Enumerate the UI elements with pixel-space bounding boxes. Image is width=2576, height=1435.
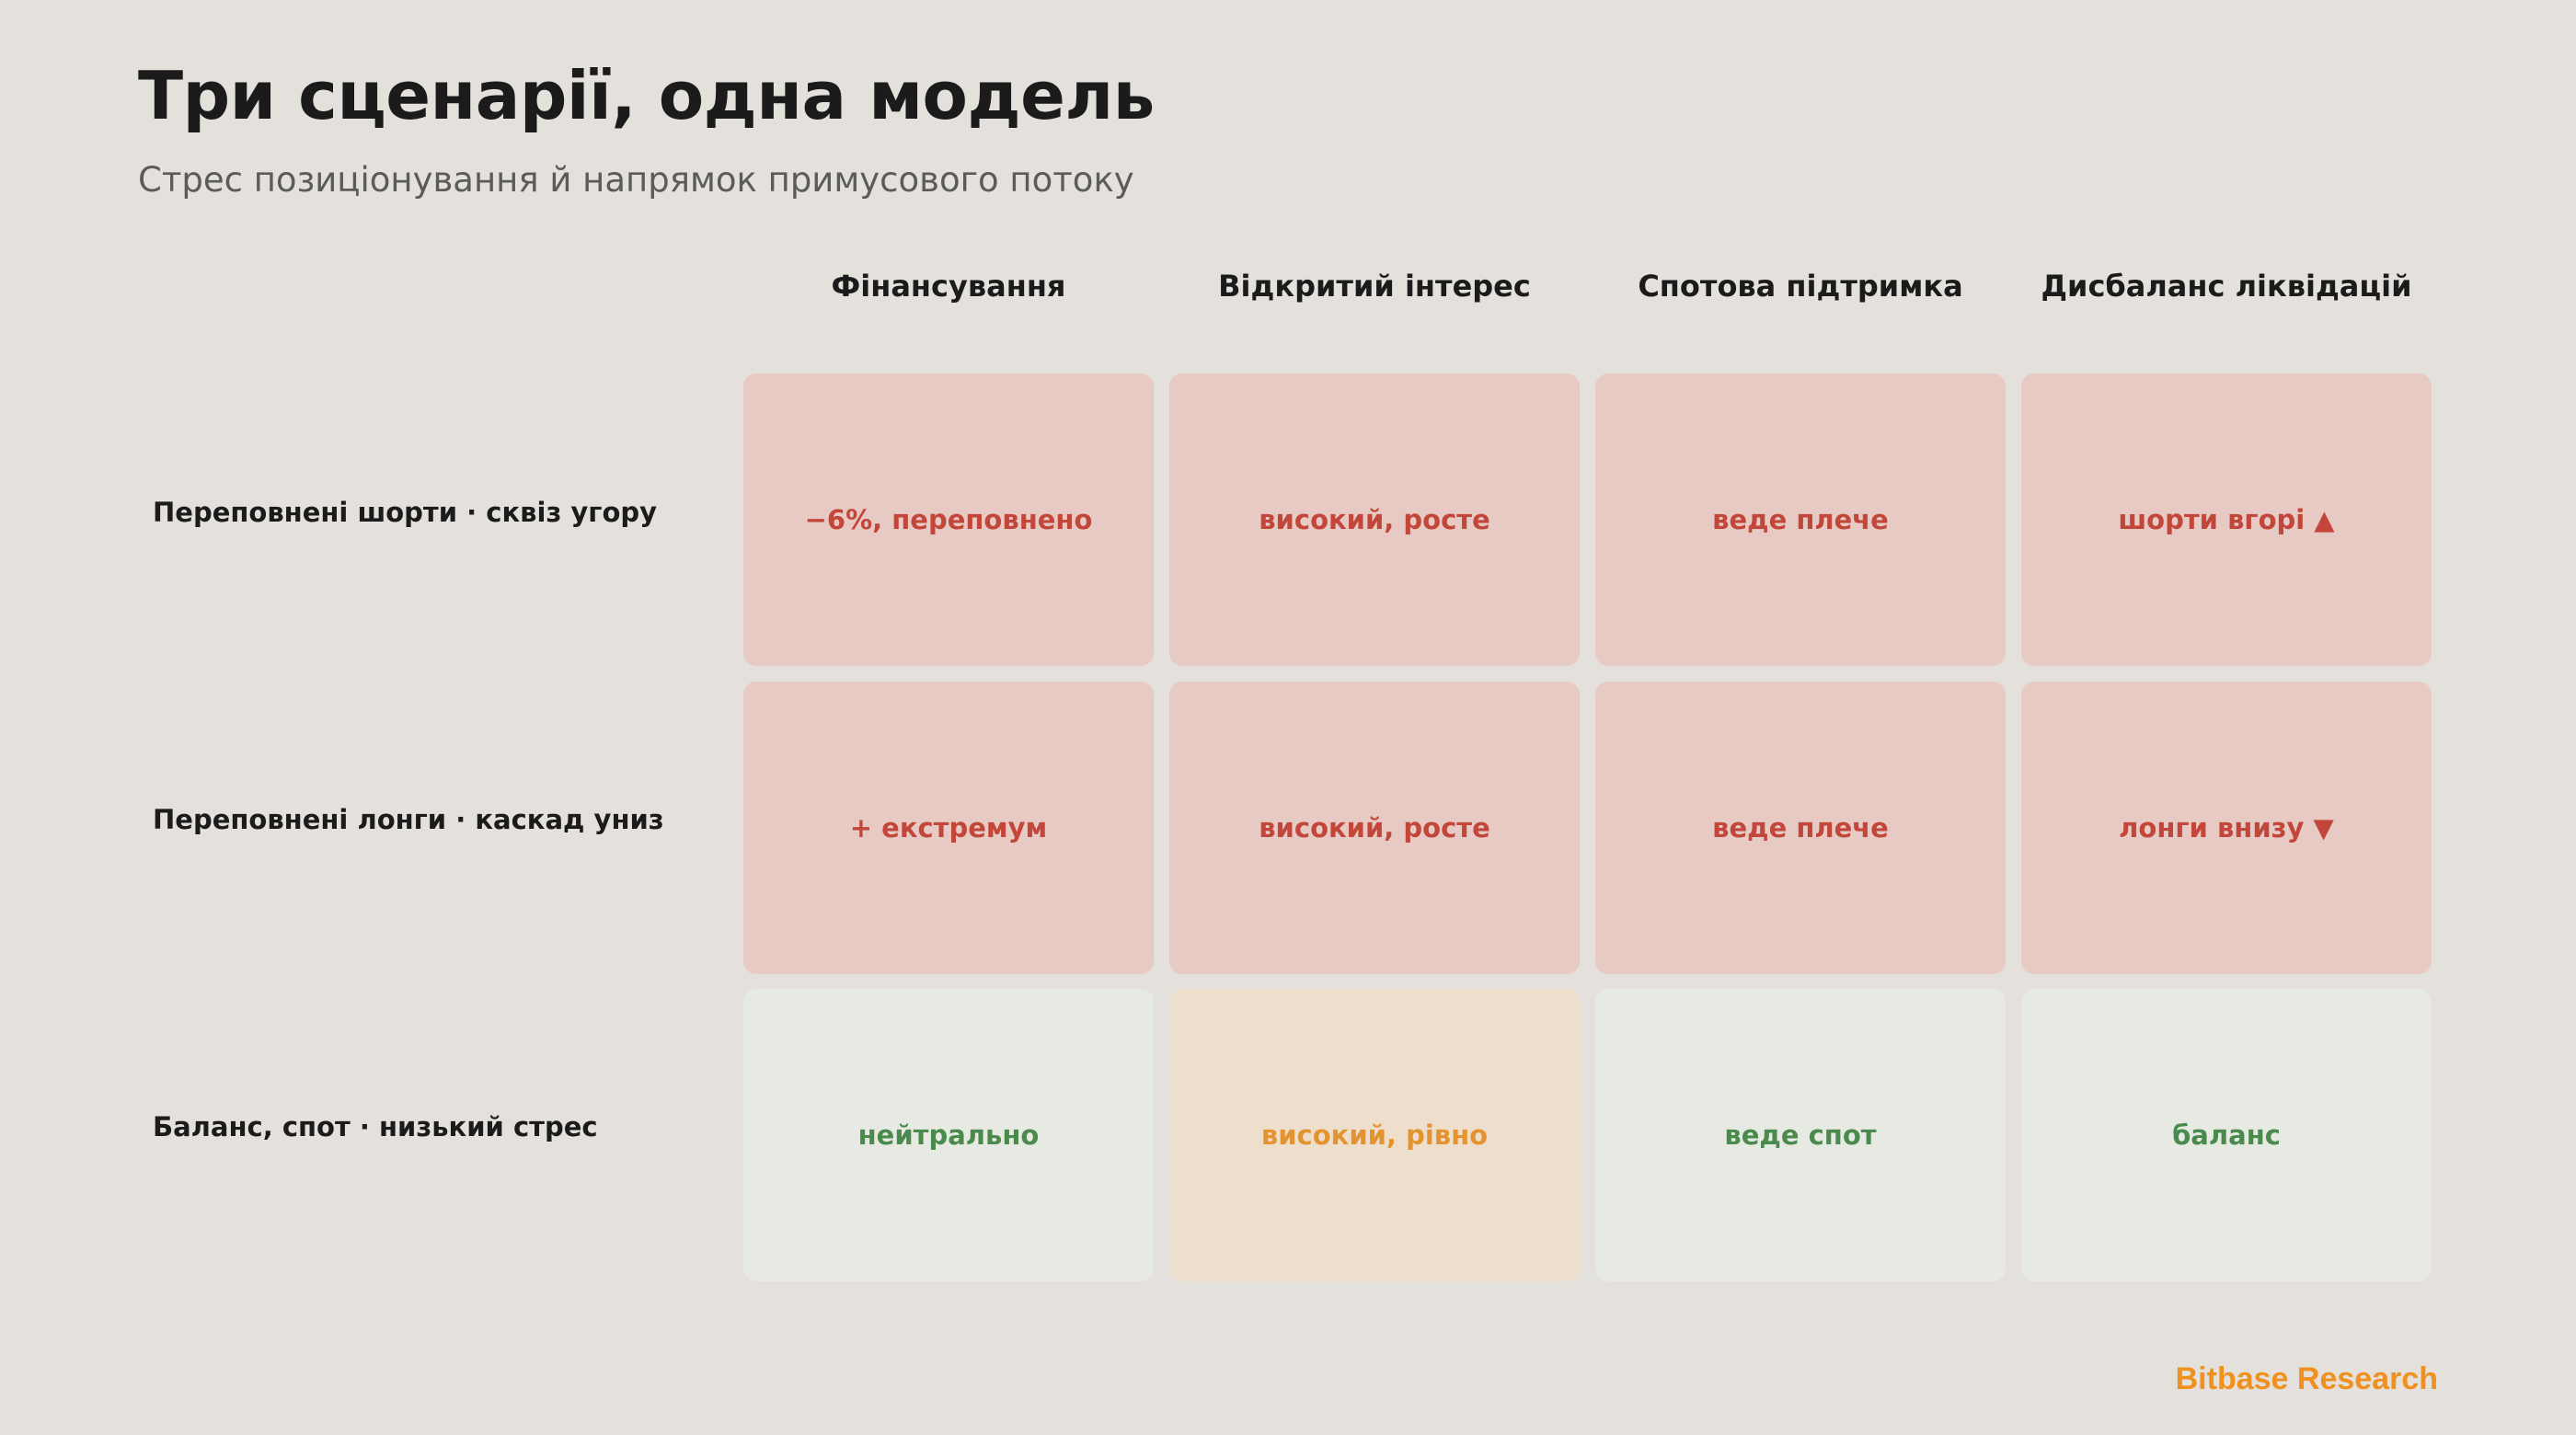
matrix-cell: −6%, переповнено: [743, 373, 1154, 666]
matrix-cell: шорти вгорі ▲: [2021, 373, 2432, 666]
matrix-cell: нейтрально: [743, 989, 1154, 1281]
matrix-cell: + екстремум: [743, 682, 1154, 974]
page-subtitle: Стрес позиціонування й напрямок примусов…: [138, 160, 1134, 200]
page-title: Три сценарії, одна модель: [138, 57, 1155, 134]
row-label-crowded-shorts: Переповнені шорти · сквіз угору: [153, 497, 658, 528]
matrix-cell: високий, рівно: [1169, 989, 1580, 1281]
column-header-funding: Фінансування: [831, 269, 1066, 304]
row-label-crowded-longs: Переповнені лонги · каскад униз: [153, 804, 664, 835]
column-header-open-interest: Відкритий інтерес: [1218, 269, 1531, 304]
matrix-cell: веде плече: [1595, 682, 2006, 974]
matrix-cell: високий, росте: [1169, 373, 1580, 666]
column-header-liquidation-imbalance: Дисбаланс ліквідацій: [2041, 269, 2412, 304]
brand-logo: Bitbase Research: [2175, 1361, 2438, 1396]
matrix-cell: веде плече: [1595, 373, 2006, 666]
matrix-cell: лонги внизу ▼: [2021, 682, 2432, 974]
matrix-cell: баланс: [2021, 989, 2432, 1281]
matrix-cell: високий, росте: [1169, 682, 1580, 974]
matrix-cell: веде спот: [1595, 989, 2006, 1281]
column-header-spot-support: Спотова підтримка: [1638, 269, 1963, 304]
row-label-balanced-spot: Баланс, спот · низький стрес: [153, 1111, 598, 1142]
